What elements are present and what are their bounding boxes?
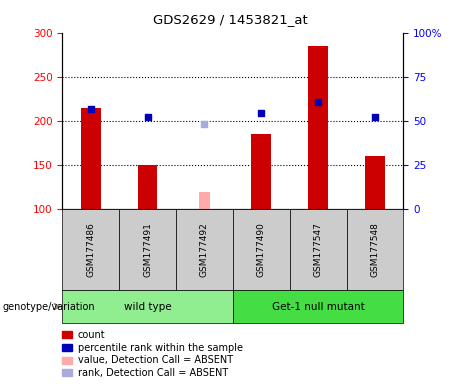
- Bar: [137, 165, 158, 209]
- Text: GSM177492: GSM177492: [200, 222, 209, 277]
- Point: [201, 121, 208, 127]
- Bar: [81, 108, 100, 209]
- Text: Get-1 null mutant: Get-1 null mutant: [272, 301, 365, 312]
- Text: genotype/variation: genotype/variation: [2, 301, 95, 312]
- Point: [87, 106, 95, 113]
- Point: [258, 110, 265, 116]
- Text: GSM177547: GSM177547: [313, 222, 323, 277]
- Text: percentile rank within the sample: percentile rank within the sample: [78, 343, 243, 353]
- Bar: [308, 46, 328, 209]
- Text: rank, Detection Call = ABSENT: rank, Detection Call = ABSENT: [78, 368, 228, 378]
- Text: value, Detection Call = ABSENT: value, Detection Call = ABSENT: [78, 355, 233, 365]
- Text: GSM177548: GSM177548: [371, 222, 379, 277]
- Point: [371, 114, 378, 120]
- Text: wild type: wild type: [124, 301, 171, 312]
- Text: GSM177490: GSM177490: [257, 222, 266, 277]
- Bar: [251, 134, 271, 209]
- Text: GDS2629 / 1453821_at: GDS2629 / 1453821_at: [153, 13, 308, 26]
- Bar: [199, 192, 210, 209]
- Point: [314, 98, 322, 104]
- Bar: [365, 156, 385, 209]
- Text: count: count: [78, 330, 106, 340]
- Point: [144, 114, 151, 121]
- Text: GSM177491: GSM177491: [143, 222, 152, 277]
- Text: GSM177486: GSM177486: [86, 222, 95, 277]
